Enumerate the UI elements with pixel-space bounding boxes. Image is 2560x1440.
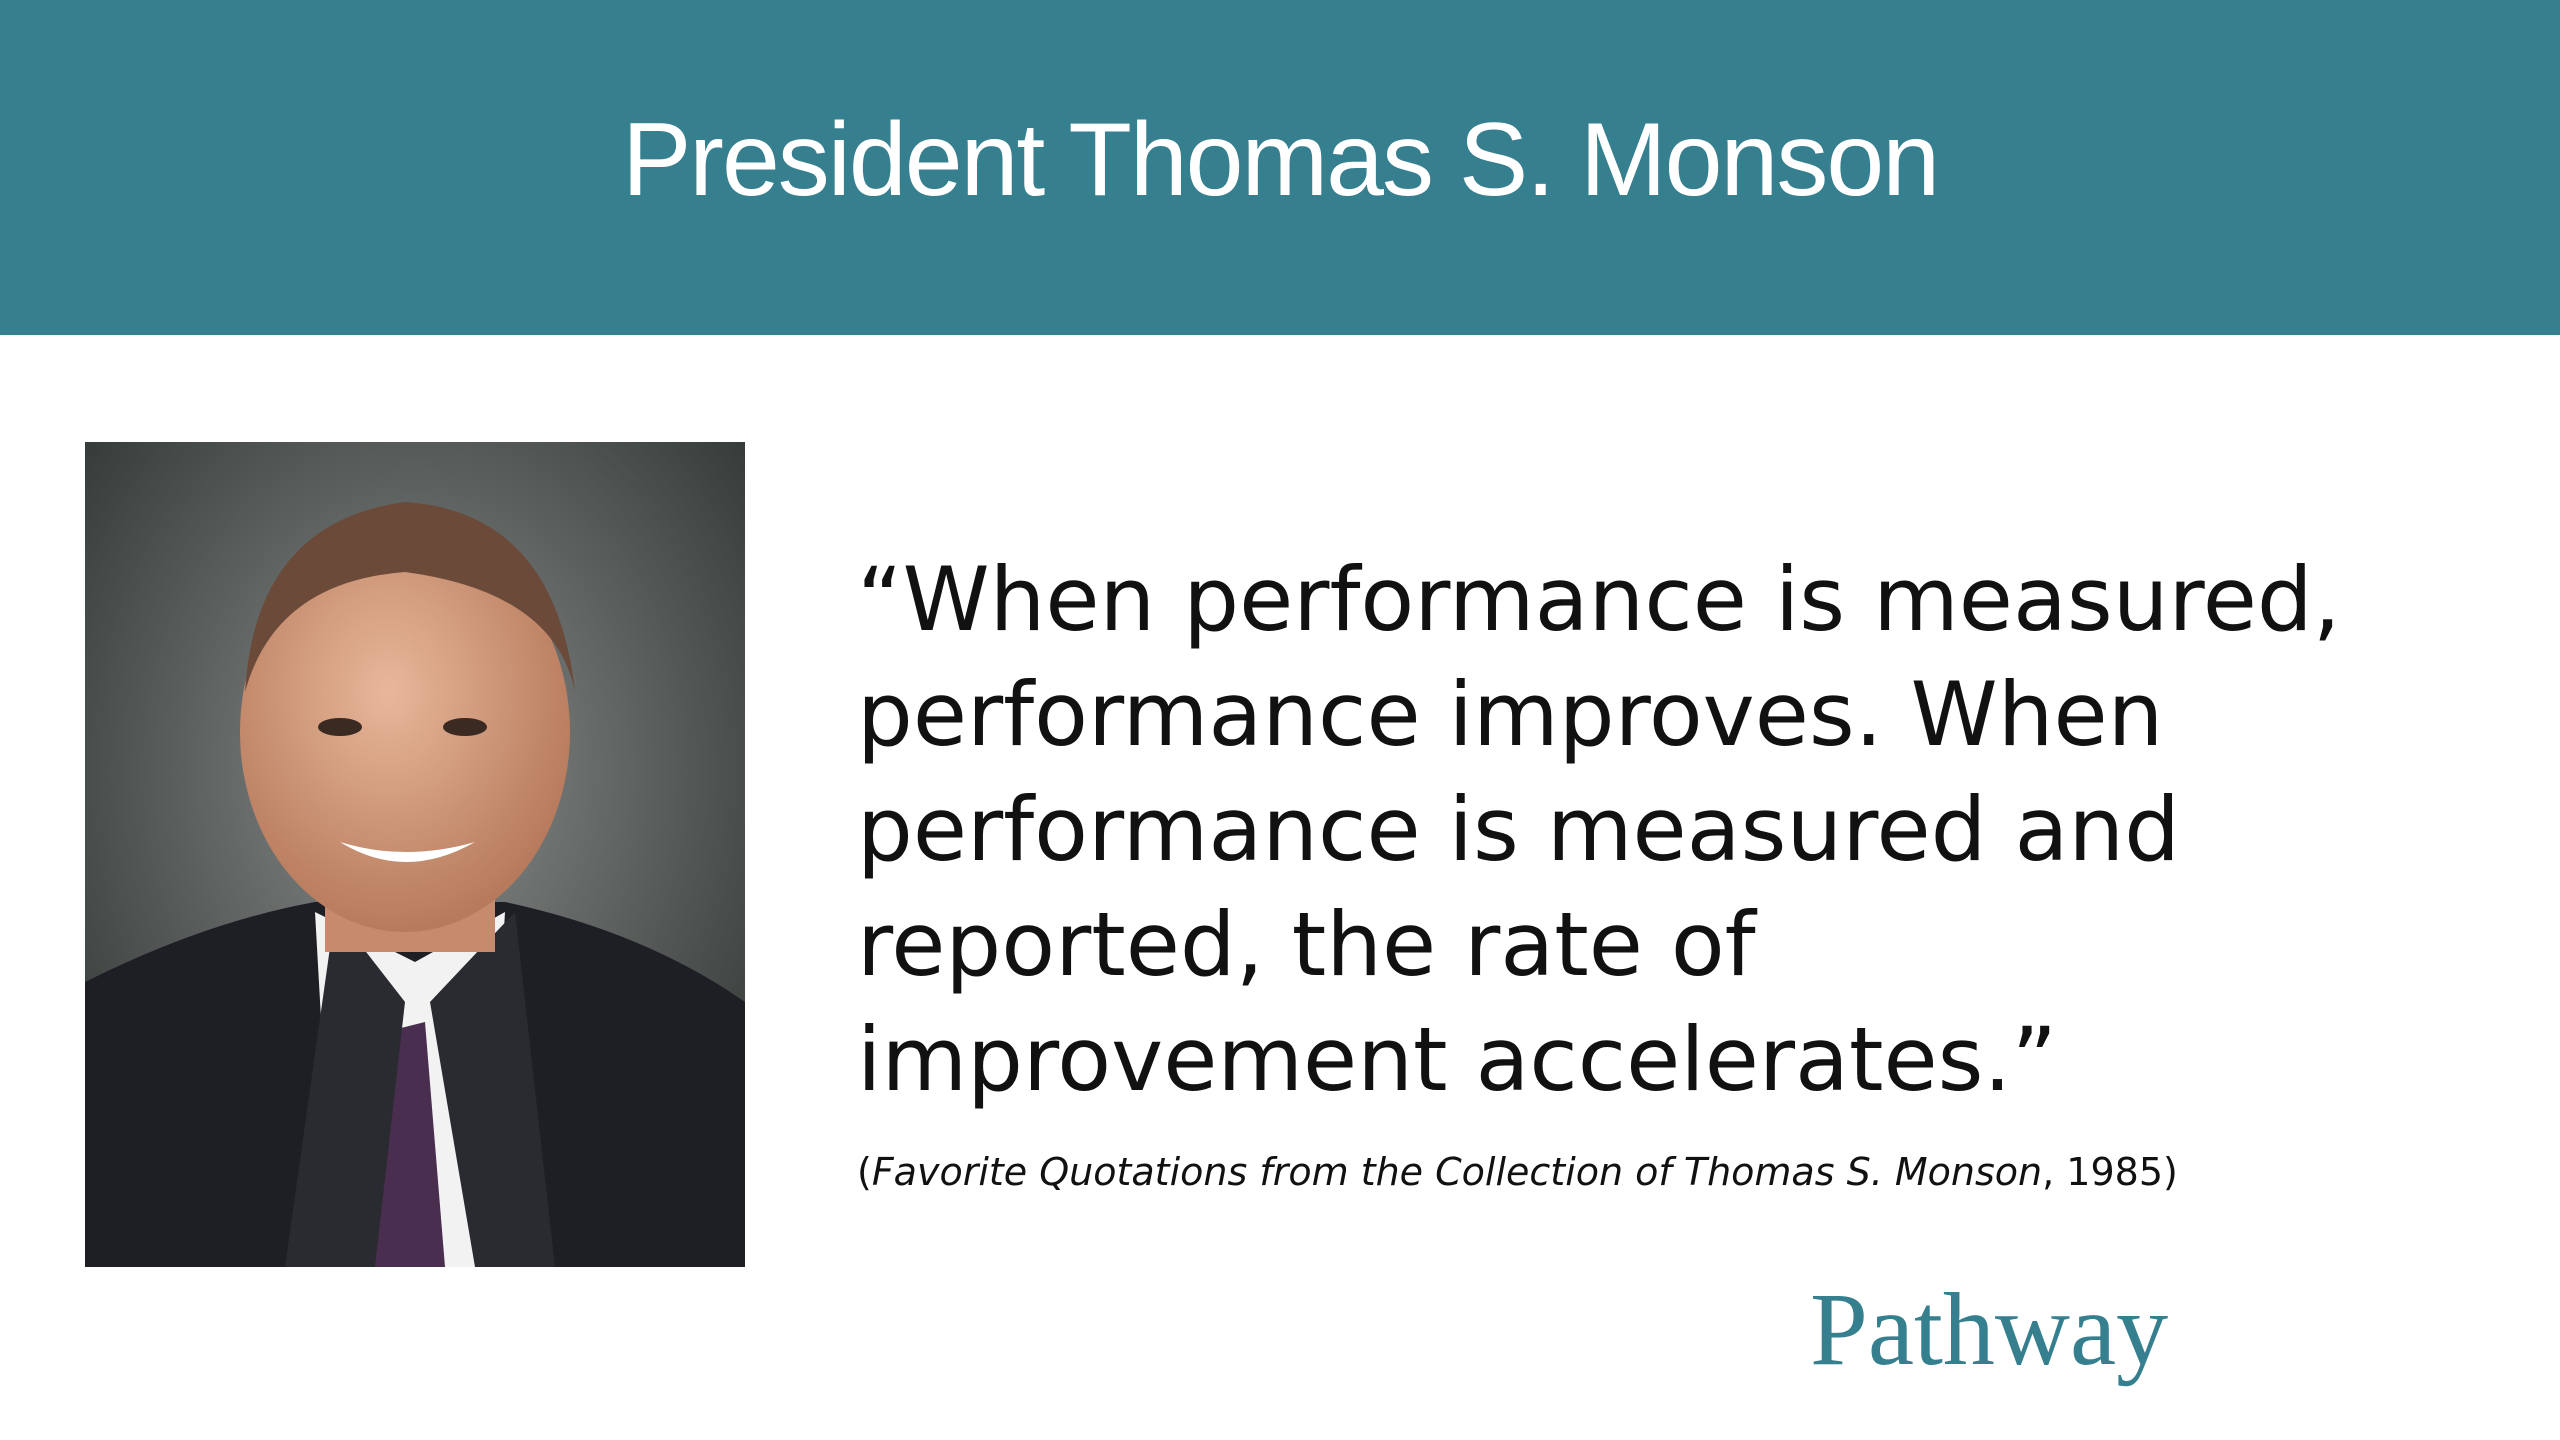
quote-line: performance improves. When (857, 663, 2164, 766)
quote-line: performance is measured and (857, 778, 2181, 881)
logo: Pathway (1810, 1272, 2169, 1387)
quote: “When performance is measured, performan… (857, 542, 2341, 1117)
citation-open: ( (857, 1150, 872, 1194)
header-band: President Thomas S. Monson (0, 0, 2560, 335)
citation: (Favorite Quotations from the Collection… (857, 1150, 2178, 1194)
quote-line: improvement accelerates.” (857, 1008, 2058, 1111)
citation-title: Favorite Quotations from the Collection … (871, 1150, 2043, 1194)
portrait-photo (85, 442, 745, 1267)
citation-close: , 1985) (2042, 1150, 2178, 1194)
quote-line: “When performance is measured, (857, 548, 2341, 651)
quote-line: reported, the rate of (857, 893, 1756, 996)
slide-title: President Thomas S. Monson (621, 102, 1940, 218)
